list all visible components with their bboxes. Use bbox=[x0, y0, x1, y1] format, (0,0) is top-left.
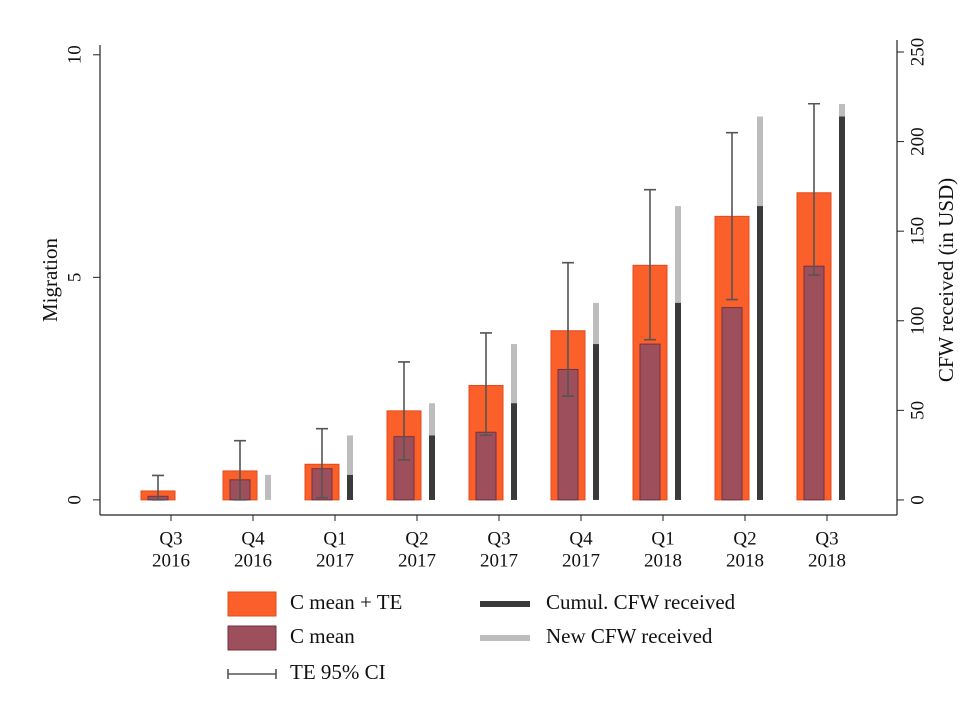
y-tick-label: 5 bbox=[64, 273, 85, 283]
y2-tick-label: 100 bbox=[907, 307, 928, 336]
bar-c-mean bbox=[803, 265, 825, 501]
bar-cumul-cfw bbox=[593, 344, 599, 500]
bar-new-cfw bbox=[593, 302, 599, 345]
bar-cumul-cfw bbox=[675, 302, 681, 500]
y-axis-title: Migration bbox=[38, 238, 62, 322]
y2-tick-label: 200 bbox=[907, 127, 928, 156]
bar-cumul-cfw bbox=[429, 435, 435, 500]
x-tick-label: 2017 bbox=[562, 550, 600, 571]
y2-tick-label: 0 bbox=[907, 495, 928, 505]
bar-cumul-cfw bbox=[757, 206, 763, 500]
y2-tick-label: 50 bbox=[907, 401, 928, 420]
x-tick-label: Q1 bbox=[651, 528, 674, 549]
x-tick-label: 2016 bbox=[152, 550, 190, 571]
legend-label: C mean bbox=[290, 624, 355, 648]
legend-label: Cumul. CFW received bbox=[546, 590, 736, 614]
x-tick-label: Q4 bbox=[241, 528, 265, 549]
bar-c-mean bbox=[639, 343, 661, 501]
legend-swatch bbox=[227, 669, 277, 679]
bar-new-cfw bbox=[675, 206, 681, 303]
y2-tick-label: 150 bbox=[907, 217, 928, 246]
ci-whisker bbox=[644, 188, 656, 341]
bar-c-mean bbox=[721, 307, 743, 501]
x-tick-label: Q4 bbox=[569, 528, 593, 549]
x-tick-label: 2018 bbox=[808, 550, 846, 571]
legend-label: C mean + TE bbox=[290, 590, 402, 614]
bar-cumul-cfw bbox=[511, 403, 517, 500]
legend-label: New CFW received bbox=[546, 624, 713, 648]
bar-new-cfw bbox=[429, 403, 435, 436]
x-tick-label: Q3 bbox=[815, 528, 838, 549]
x-tick-label: Q3 bbox=[159, 528, 182, 549]
x-tick-label: 2018 bbox=[644, 550, 682, 571]
y-tick-label: 0 bbox=[64, 495, 85, 505]
x-tick-label: Q2 bbox=[405, 528, 428, 549]
bar-c-mean bbox=[475, 431, 497, 501]
legend-swatch bbox=[227, 625, 277, 651]
x-tick-label: 2017 bbox=[398, 550, 436, 571]
x-tick-label: 2018 bbox=[726, 550, 764, 571]
bar-new-cfw bbox=[511, 344, 517, 404]
ci-whisker bbox=[316, 427, 328, 499]
ci-whisker bbox=[808, 102, 820, 276]
x-tick-label: 2016 bbox=[234, 550, 272, 571]
bar-new-cfw bbox=[265, 474, 271, 500]
bar-new-cfw bbox=[757, 116, 763, 207]
x-tick-label: Q3 bbox=[487, 528, 510, 549]
ci-whisker bbox=[562, 261, 574, 397]
x-tick-label: Q1 bbox=[323, 528, 346, 549]
legend-label: TE 95% CI bbox=[290, 660, 386, 684]
legend-swatch bbox=[227, 591, 277, 617]
bar-cumul-cfw bbox=[347, 474, 353, 500]
ci-whisker bbox=[398, 361, 410, 461]
y-tick-label: 10 bbox=[64, 45, 85, 64]
ci-whisker bbox=[726, 131, 738, 301]
bar-new-cfw bbox=[839, 103, 845, 117]
y2-axis-title: CFW received (in USD) bbox=[934, 178, 958, 382]
ci-whisker bbox=[234, 439, 246, 501]
y2-tick-label: 250 bbox=[907, 38, 928, 67]
bar-new-cfw bbox=[347, 435, 353, 475]
ci-whisker bbox=[480, 332, 492, 437]
x-tick-label: 2017 bbox=[316, 550, 354, 571]
ci-whisker bbox=[152, 474, 164, 501]
bar-cumul-cfw bbox=[839, 116, 845, 500]
x-tick-label: 2017 bbox=[480, 550, 518, 571]
x-tick-label: Q2 bbox=[733, 528, 756, 549]
